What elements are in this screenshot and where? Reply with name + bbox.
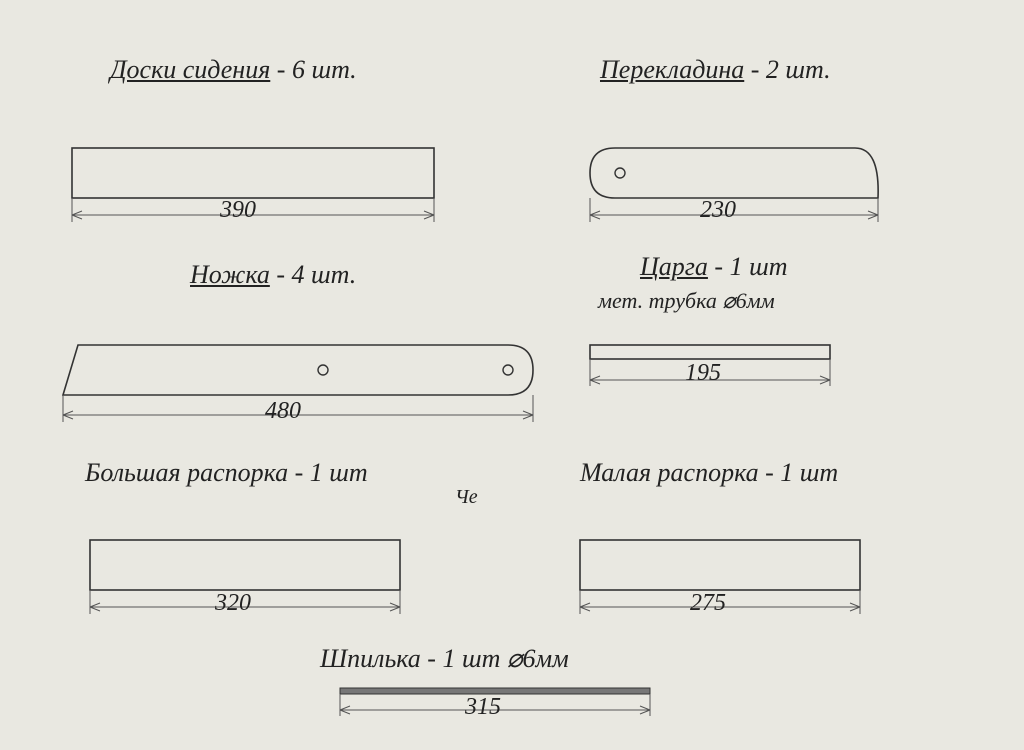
crossbar-dim: 230 — [700, 197, 736, 224]
big-spacer-shape — [90, 540, 400, 590]
crossbar-title: Перекладина - 2 шт. — [600, 55, 831, 85]
small-spacer-title: Малая распорка - 1 шт — [580, 458, 838, 488]
tsarga-title: Царга - 1 шт — [640, 252, 787, 282]
stray-mark: Че — [455, 486, 478, 509]
seat-board-dim: 390 — [220, 197, 256, 224]
pin-dim: 315 — [465, 694, 501, 721]
big-spacer-title: Большая распорка - 1 шт — [85, 458, 368, 488]
tsarga-title-underlined: Царга — [640, 252, 708, 281]
leg-dim: 480 — [265, 398, 301, 425]
seat-board-title: Доски сидения - 6 шт. — [110, 55, 357, 85]
leg-hole-2 — [503, 365, 513, 375]
small-spacer-shape — [580, 540, 860, 590]
small-spacer-dim: 275 — [690, 590, 726, 617]
artwork — [0, 0, 1024, 750]
tsarga-title-suffix: - 1 шт — [714, 252, 787, 281]
leg-title: Ножка - 4 шт. — [190, 260, 356, 290]
leg-hole-1 — [318, 365, 328, 375]
crossbar-title-underlined: Перекладина — [600, 55, 744, 84]
crossbar-title-suffix: - 2 шт. — [751, 55, 831, 84]
seat-board-title-suffix: - 6 шт. — [277, 55, 357, 84]
seat-board-title-underlined: Доски сидения — [110, 55, 270, 84]
tsarga-shape — [590, 345, 830, 359]
leg-title-underlined: Ножка — [190, 260, 270, 289]
crossbar-hole — [615, 168, 625, 178]
crossbar-shape — [590, 148, 878, 198]
tsarga-subtitle: мет. трубка ⌀6мм — [598, 288, 775, 314]
pin-title: Шпилька - 1 шт ⌀6мм — [320, 644, 569, 674]
seat-board-shape — [72, 148, 434, 198]
drawing-page: Доски сидения - 6 шт. 390 Перекладина - … — [0, 0, 1024, 750]
tsarga-dim: 195 — [685, 360, 721, 387]
leg-title-suffix: - 4 шт. — [276, 260, 356, 289]
leg-shape — [63, 345, 533, 395]
big-spacer-dim: 320 — [215, 590, 251, 617]
